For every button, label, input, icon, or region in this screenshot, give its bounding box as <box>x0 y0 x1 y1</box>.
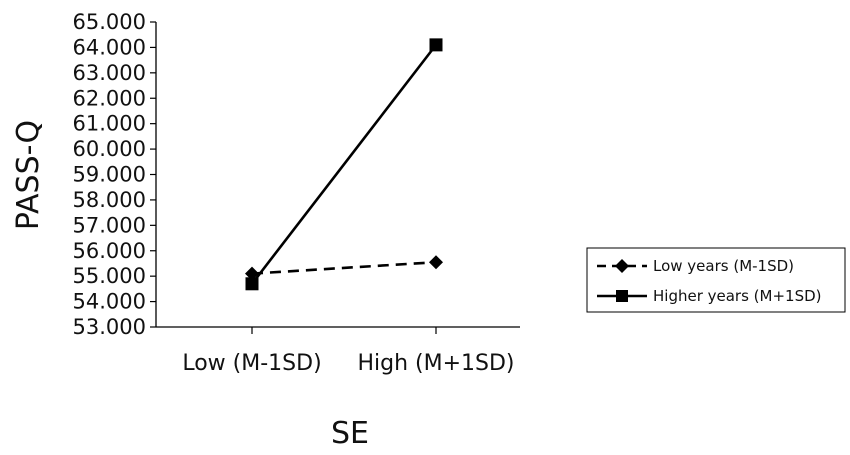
y-tick-label: 53.000 <box>73 315 146 339</box>
series-line-higher-years <box>250 44 438 285</box>
data-point-square <box>429 38 443 52</box>
y-tick-label: 64.000 <box>73 35 146 59</box>
y-tick-label: 62.000 <box>73 86 146 110</box>
legend-box <box>586 247 846 313</box>
y-tick-label: 60.000 <box>73 137 146 161</box>
series-line-low-years <box>251 260 437 275</box>
y-tick-label: 58.000 <box>73 188 146 212</box>
y-tick-label: 54.000 <box>73 290 146 314</box>
x-tick-label: Low (M-1SD) <box>182 351 321 376</box>
legend-diamond-marker <box>615 259 629 273</box>
x-axis: Low (M-1SD) High (M+1SD) <box>156 326 520 376</box>
data-point-square <box>245 277 259 291</box>
data-point-diamond <box>429 255 443 270</box>
y-tick-label: 55.000 <box>73 264 146 288</box>
y-axis-title: PASS-Q <box>11 120 46 230</box>
x-tick-label: High (M+1SD) <box>357 351 514 376</box>
y-tick-label: 56.000 <box>73 239 146 263</box>
y-tick-label: 63.000 <box>73 61 146 85</box>
y-axis: 53.00054.00055.00056.00057.00058.00059.0… <box>73 10 157 339</box>
legend-label-higher-years: Higher years (M+1SD) <box>653 287 822 305</box>
x-axis-title: SE <box>331 416 369 451</box>
legend: Low years (M-1SD) Higher years (M+1SD) <box>586 247 846 313</box>
y-tick-label: 59.000 <box>73 163 146 187</box>
legend-label-low-years: Low years (M-1SD) <box>653 257 794 275</box>
y-tick-label: 61.000 <box>73 112 146 136</box>
y-tick-label: 65.000 <box>73 10 146 34</box>
y-tick-label: 57.000 <box>73 213 146 237</box>
legend-square-marker <box>616 290 628 302</box>
series-group <box>245 38 443 291</box>
